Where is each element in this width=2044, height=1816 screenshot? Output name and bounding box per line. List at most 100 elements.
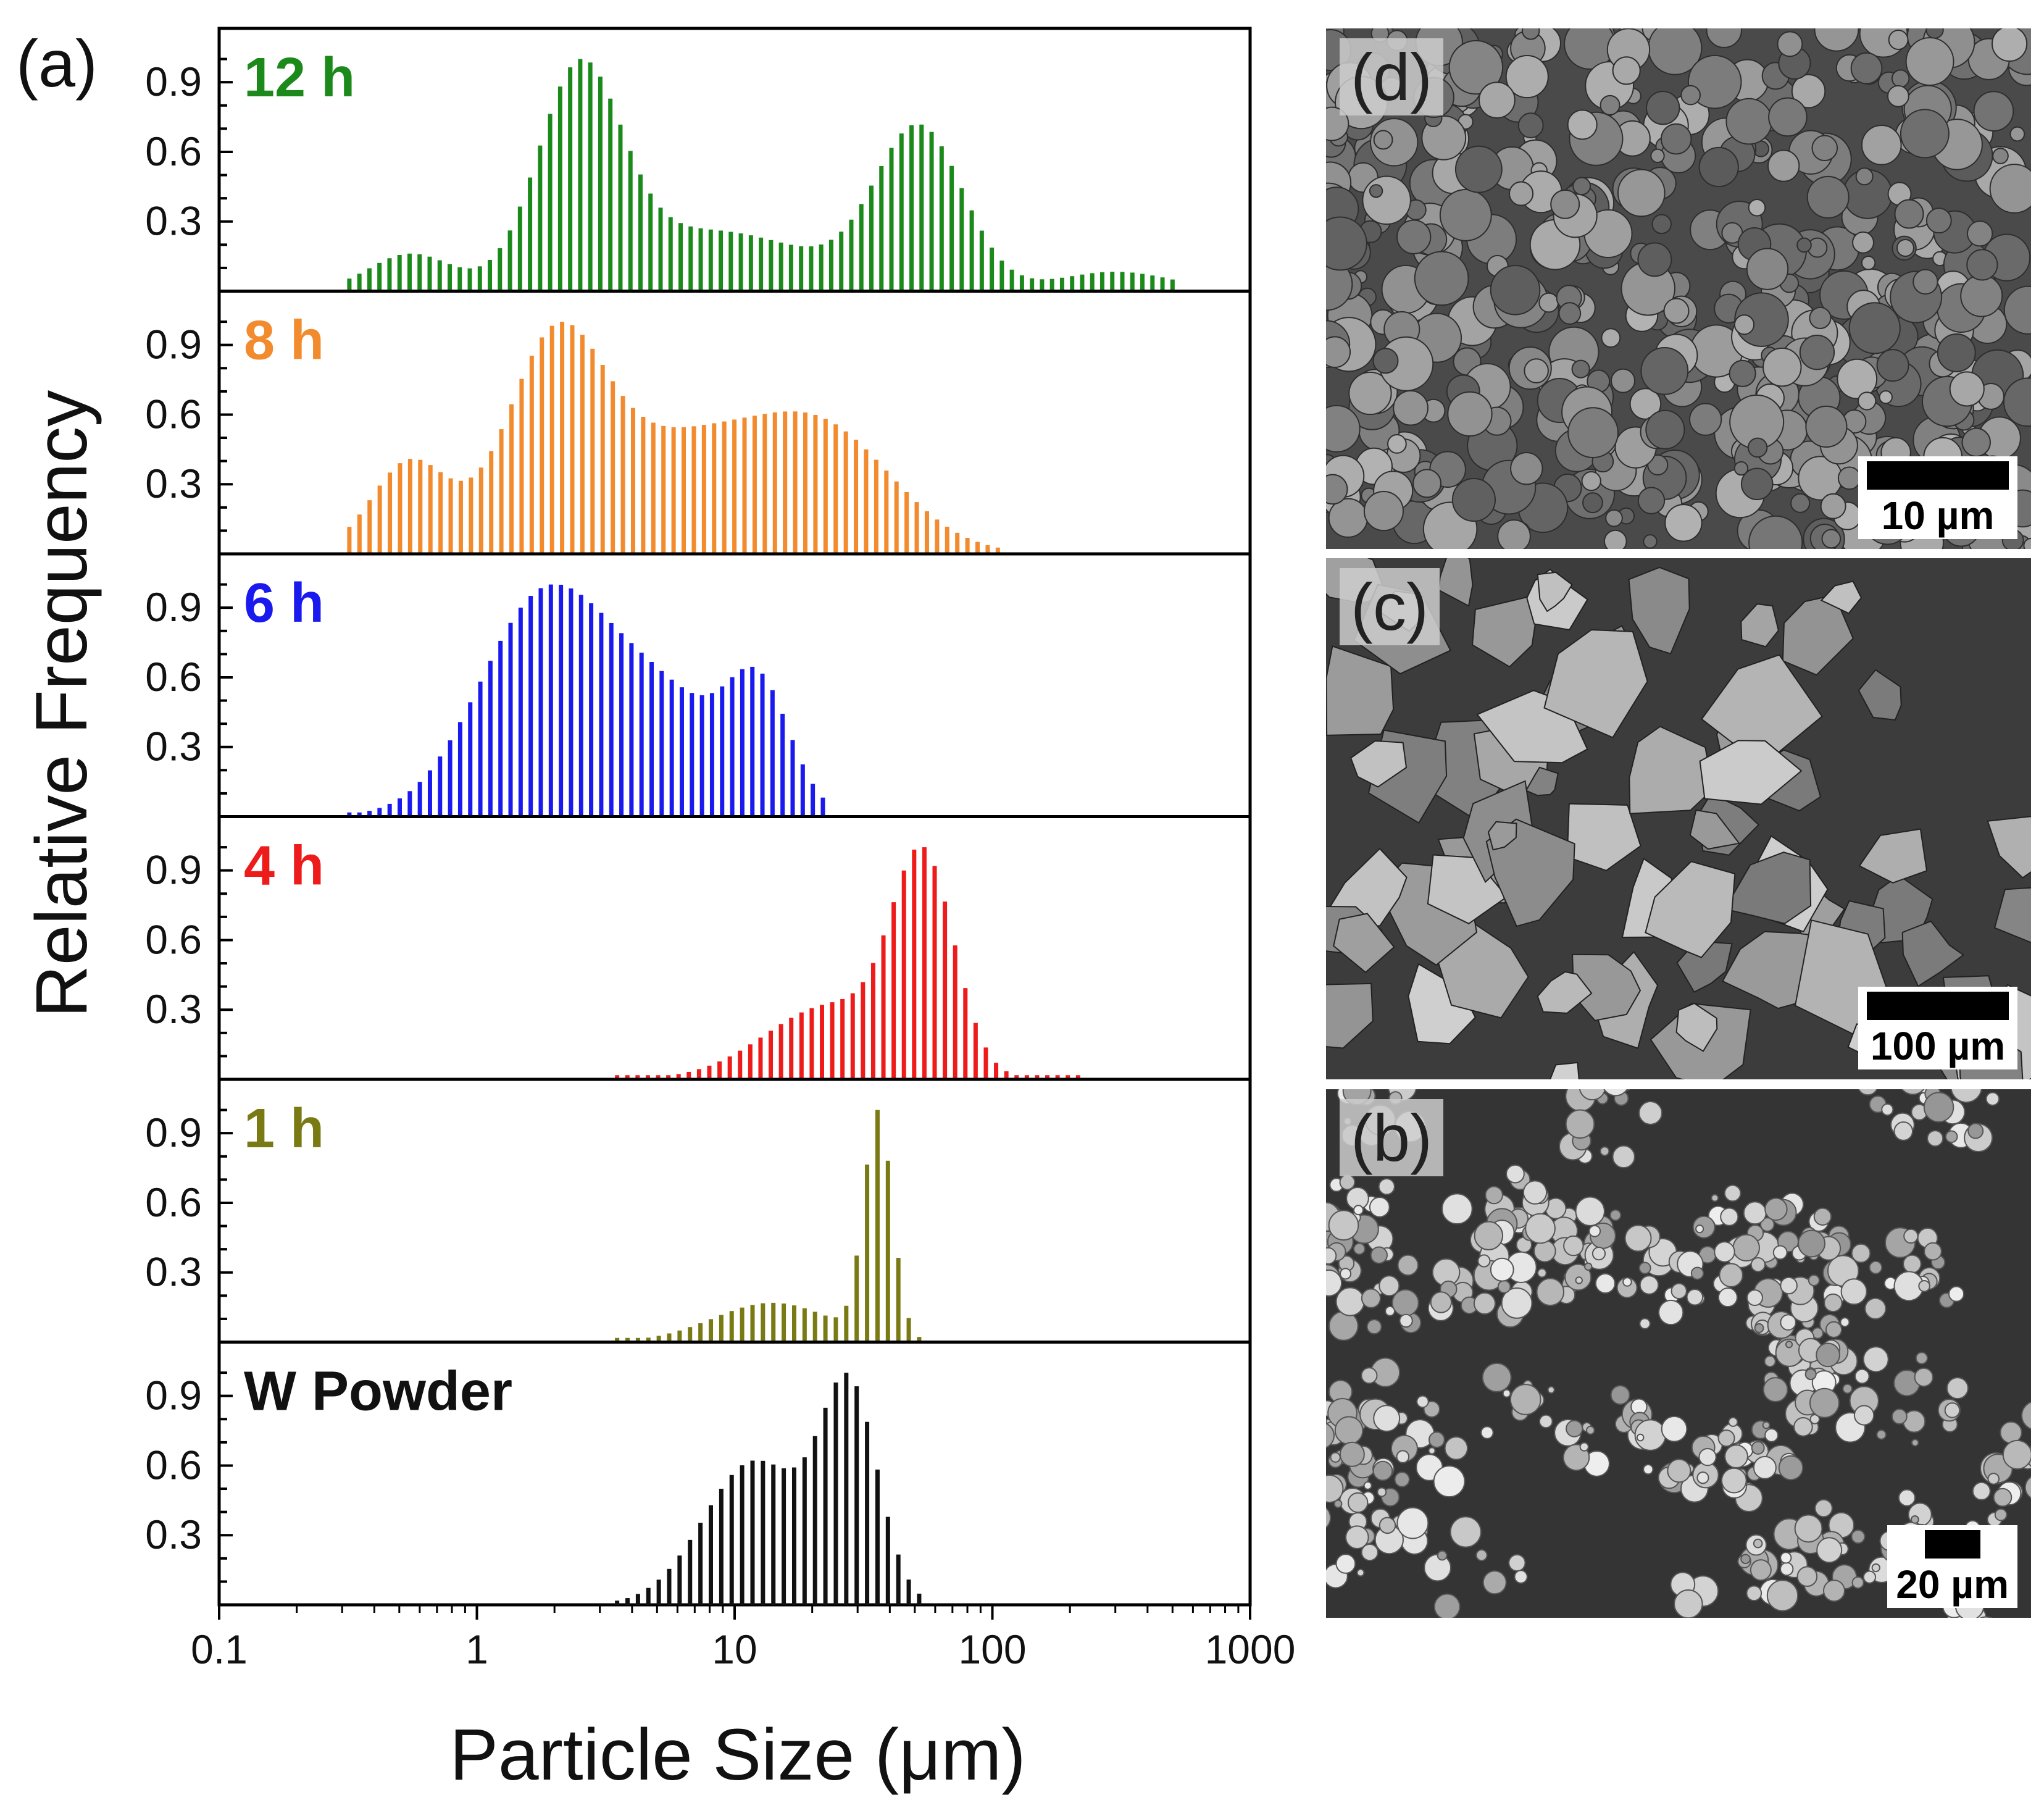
distribution-bar [750,666,755,817]
sem-particle [1689,809,1740,850]
distribution-bar [656,1580,661,1605]
sem-particle [1393,390,1429,426]
sem-particle [1658,1299,1684,1326]
sem-particle [1791,73,1826,109]
y-tick-label: 0.6 [145,916,202,962]
distribution-bar [813,414,818,554]
sem-particle [1686,1289,1704,1306]
sem-particle [1816,1537,1843,1563]
sem-particle [1777,31,1803,57]
distribution-bar [778,1024,783,1079]
distribution-bar [917,1593,922,1605]
sem-particle [1664,504,1703,542]
sem-particle [1571,359,1590,379]
distribution-bar [498,248,503,291]
distribution-bar [789,1018,794,1079]
sem-particle [1538,1414,1553,1429]
distribution-bar [1059,277,1064,291]
sem-particle [1966,249,1998,281]
distribution-bar [720,686,725,817]
distribution-bar [696,1069,701,1079]
sem-particle [1624,1224,1652,1252]
distribution-bar [608,98,613,291]
y-tick-label: 0.9 [145,847,202,893]
sem-particle [1992,28,2028,62]
distribution-bar [828,240,833,291]
sem-particle [1993,887,2031,944]
sem-particle [1751,1441,1765,1455]
distribution-bar [709,693,714,817]
distribution-bar [722,421,727,554]
sem-particle [1820,580,1863,614]
sem-particle [1437,1550,1448,1561]
distribution-bar [528,596,533,817]
distribution-bar [750,1460,755,1605]
distribution-bar [740,669,745,817]
sem-particle [1842,1383,1853,1394]
sem-particle [1475,1549,1488,1562]
sem-particle [1603,1089,1628,1097]
distribution-bar [874,459,878,554]
distribution-bar [507,230,512,291]
distribution-bar [891,902,896,1079]
distribution-bar [417,782,422,817]
sem-particle [1816,1342,1840,1368]
distribution-bar [1066,1075,1070,1079]
sem-particle [2003,377,2031,427]
distribution-bar [458,480,463,554]
distribution-bar [783,411,788,554]
scale-bar-text-c: 100 µm [1870,1024,2006,1068]
distribution-bar [1075,1075,1080,1079]
sem-particle [1372,348,1399,374]
sem-particle [1482,1362,1512,1392]
sem-particle [1444,1436,1469,1460]
sem-particle [1901,1089,1925,1095]
sem-particle [1601,328,1621,348]
sem-particle [1378,1178,1395,1195]
distribution-bar [909,125,914,291]
distribution-bar [590,348,595,554]
sem-particle [1611,368,1636,393]
distribution-bar [635,1337,640,1342]
sem-particle [1973,91,2014,132]
distribution-bar [599,613,604,817]
x-axis-label: Particle Size (μm) [449,1714,1025,1796]
distribution-bar [985,545,990,554]
distribution-bar [651,422,656,554]
sem-particle [1729,359,1756,387]
sem-particle [1985,1092,2000,1106]
distribution-bar [648,193,653,291]
sem-particle [1638,1262,1651,1274]
distribution-bar [635,1075,640,1079]
sem-particle [1433,1593,1461,1618]
sem-particle [1612,1145,1635,1169]
sem-particle [1361,1367,1378,1384]
subplot-3: 0.3 0.6 0.9 6 h [145,552,1252,818]
distribution-bar [823,419,828,554]
sem-particle [1891,1408,1908,1425]
distribution-bar [668,217,673,291]
sem-particle [1645,90,1680,125]
distribution-bar [901,870,906,1079]
distribution-bar [973,1023,978,1079]
distribution-bar [646,1588,651,1605]
sem-particle [1326,1269,1343,1297]
sem-particle [1725,98,1772,145]
sem-particle [1572,177,1591,196]
distribution-bar [517,206,522,291]
distribution-bar [750,1305,755,1342]
sem-particle [1698,146,1739,188]
sem-particle [1804,1368,1817,1381]
subplot-4: 0.3 0.6 0.9 4 h [145,815,1252,1081]
y-tick-label: 0.6 [145,128,202,174]
distribution-bar [509,404,514,554]
distribution-bar [457,722,462,817]
sem-particle [1680,85,1701,106]
sem-particle [1772,1245,1788,1260]
distribution-bar [701,425,706,554]
distribution-bar [600,365,605,554]
sem-particle [1687,54,1742,109]
distribution-bar [645,1075,650,1079]
sem-particle [1369,1196,1390,1218]
sem-particle [1927,1130,1944,1147]
